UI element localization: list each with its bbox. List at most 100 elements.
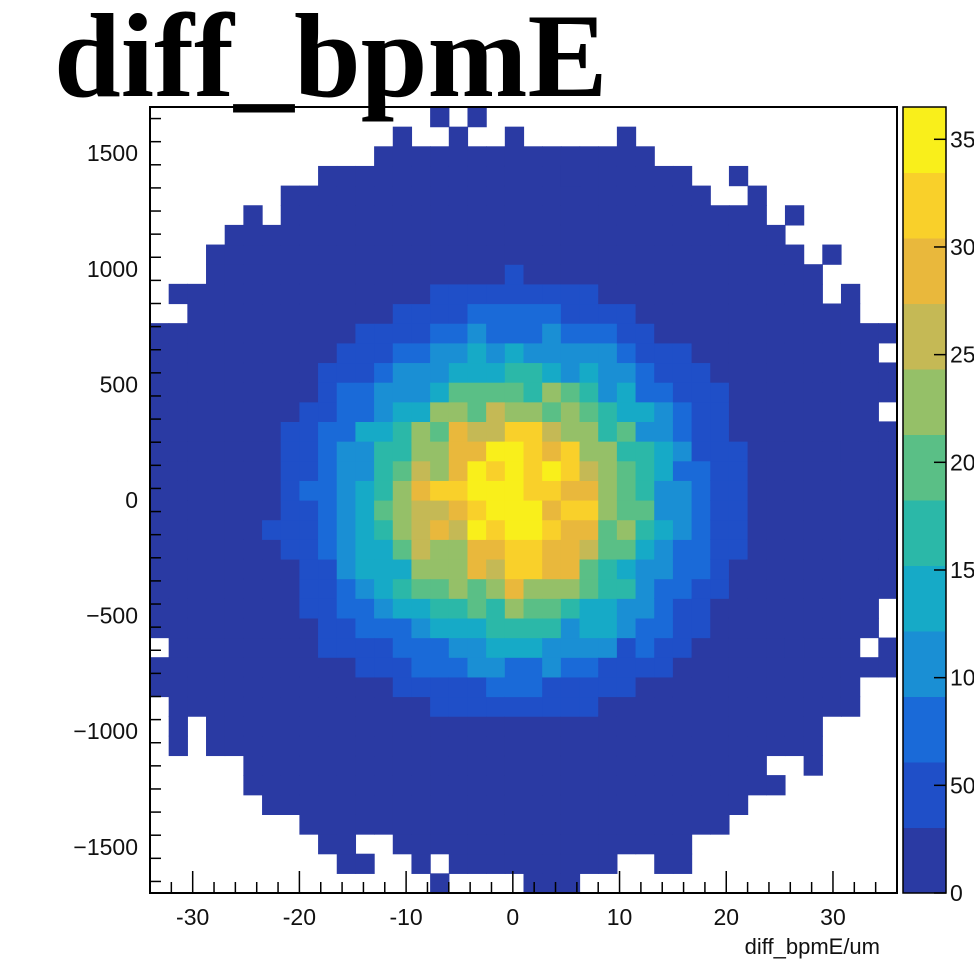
heatmap-cell <box>822 362 842 383</box>
heatmap-cell <box>598 283 618 305</box>
heatmap-cell <box>448 637 469 658</box>
heatmap-cell <box>448 205 469 226</box>
heatmap-cell <box>355 853 375 874</box>
heatmap-cell <box>224 401 244 422</box>
heatmap-cell <box>579 500 599 521</box>
heatmap-cell <box>467 264 487 285</box>
heatmap-cell <box>336 342 357 364</box>
heatmap-cell <box>560 814 581 835</box>
heatmap-cell <box>654 735 674 757</box>
heatmap-cell <box>523 342 543 364</box>
heatmap-cell <box>616 126 637 147</box>
heatmap-cell <box>187 598 207 619</box>
heatmap-cell <box>430 657 450 678</box>
heatmap-cell <box>430 617 450 639</box>
heatmap-cell <box>262 264 282 285</box>
heatmap-cell <box>168 283 188 305</box>
heatmap-cell <box>579 264 599 285</box>
heatmap-cell <box>486 264 506 285</box>
heatmap-cell <box>598 657 618 678</box>
colorbar-band <box>903 172 946 239</box>
heatmap-cell <box>560 205 581 226</box>
heatmap-cell <box>803 362 823 383</box>
heatmap-cell <box>280 283 300 305</box>
heatmap-cell <box>299 716 319 737</box>
heatmap-cell <box>318 323 338 344</box>
colorbar-frame <box>902 106 947 894</box>
heatmap-cell <box>616 617 637 639</box>
heatmap-cell <box>542 814 562 835</box>
heatmap-cell <box>486 460 506 481</box>
heatmap-cell <box>654 558 674 580</box>
heatmap-cell <box>523 834 543 855</box>
heatmap-cell <box>318 558 338 580</box>
heatmap-cell <box>206 539 226 560</box>
heatmap-cell <box>467 637 487 658</box>
heatmap-cell <box>504 126 525 147</box>
heatmap-cell <box>747 657 767 678</box>
heatmap-cell <box>318 283 338 305</box>
heatmap-cell <box>243 617 263 639</box>
heatmap-cell <box>728 500 749 521</box>
heatmap-cell <box>710 578 730 599</box>
heatmap-cell <box>822 676 842 698</box>
heatmap-cell <box>542 480 562 501</box>
colorbar-tick-label: 200 <box>950 449 974 475</box>
heatmap-cell <box>560 755 581 776</box>
heatmap-cell <box>168 598 188 619</box>
heatmap-cell <box>504 303 525 324</box>
heatmap-cell <box>280 617 300 639</box>
colorbar-band <box>903 565 946 632</box>
heatmap-cell <box>392 480 413 501</box>
heatmap-cell <box>504 460 525 481</box>
heatmap-cell <box>766 657 786 678</box>
heatmap-cell <box>318 480 338 501</box>
heatmap-cell <box>579 224 599 246</box>
heatmap-cell <box>336 264 357 285</box>
heatmap-cell <box>150 657 170 678</box>
heatmap-cell <box>542 558 562 580</box>
heatmap-cell <box>822 342 842 364</box>
heatmap-cell <box>336 500 357 521</box>
heatmap-cell <box>262 323 282 344</box>
heatmap-cell <box>280 578 300 599</box>
heatmap-cell <box>411 244 431 265</box>
heatmap-cell <box>430 362 450 383</box>
heatmap-cell <box>784 205 805 226</box>
heatmap-cell <box>336 303 357 324</box>
heatmap-cell <box>243 205 263 226</box>
heatmap-cell <box>747 382 767 403</box>
heatmap-cell <box>654 657 674 678</box>
heatmap-cell <box>448 676 469 698</box>
heatmap-cell <box>168 696 188 717</box>
heatmap-cell <box>728 735 749 757</box>
heatmap-cell <box>374 696 394 717</box>
heatmap-cell <box>710 460 730 481</box>
heatmap-cell <box>448 735 469 757</box>
heatmap-cell <box>187 362 207 383</box>
heatmap-cell <box>859 657 879 678</box>
heatmap-cell <box>430 224 450 246</box>
heatmap-cell <box>504 676 525 698</box>
heatmap-cell <box>168 539 188 560</box>
heatmap-cell <box>336 598 357 619</box>
heatmap-cell <box>504 323 525 344</box>
heatmap-cell <box>523 460 543 481</box>
heatmap-cell <box>336 794 357 815</box>
heatmap-cell <box>635 696 655 717</box>
heatmap-cell <box>374 165 394 187</box>
heatmap-cell <box>392 696 413 717</box>
heatmap-cell <box>728 421 749 442</box>
heatmap-cell <box>616 519 637 540</box>
heatmap-cell <box>672 441 693 462</box>
heatmap-cell <box>430 558 450 580</box>
heatmap-cell <box>243 676 263 698</box>
heatmap-cell <box>542 755 562 776</box>
heatmap-cell <box>448 342 469 364</box>
heatmap-cell <box>710 382 730 403</box>
colorbar-band <box>903 369 946 435</box>
heatmap-cell <box>392 637 413 658</box>
heatmap-cell <box>616 323 637 344</box>
heatmap-cell <box>803 637 823 658</box>
heatmap-cell <box>467 578 487 599</box>
